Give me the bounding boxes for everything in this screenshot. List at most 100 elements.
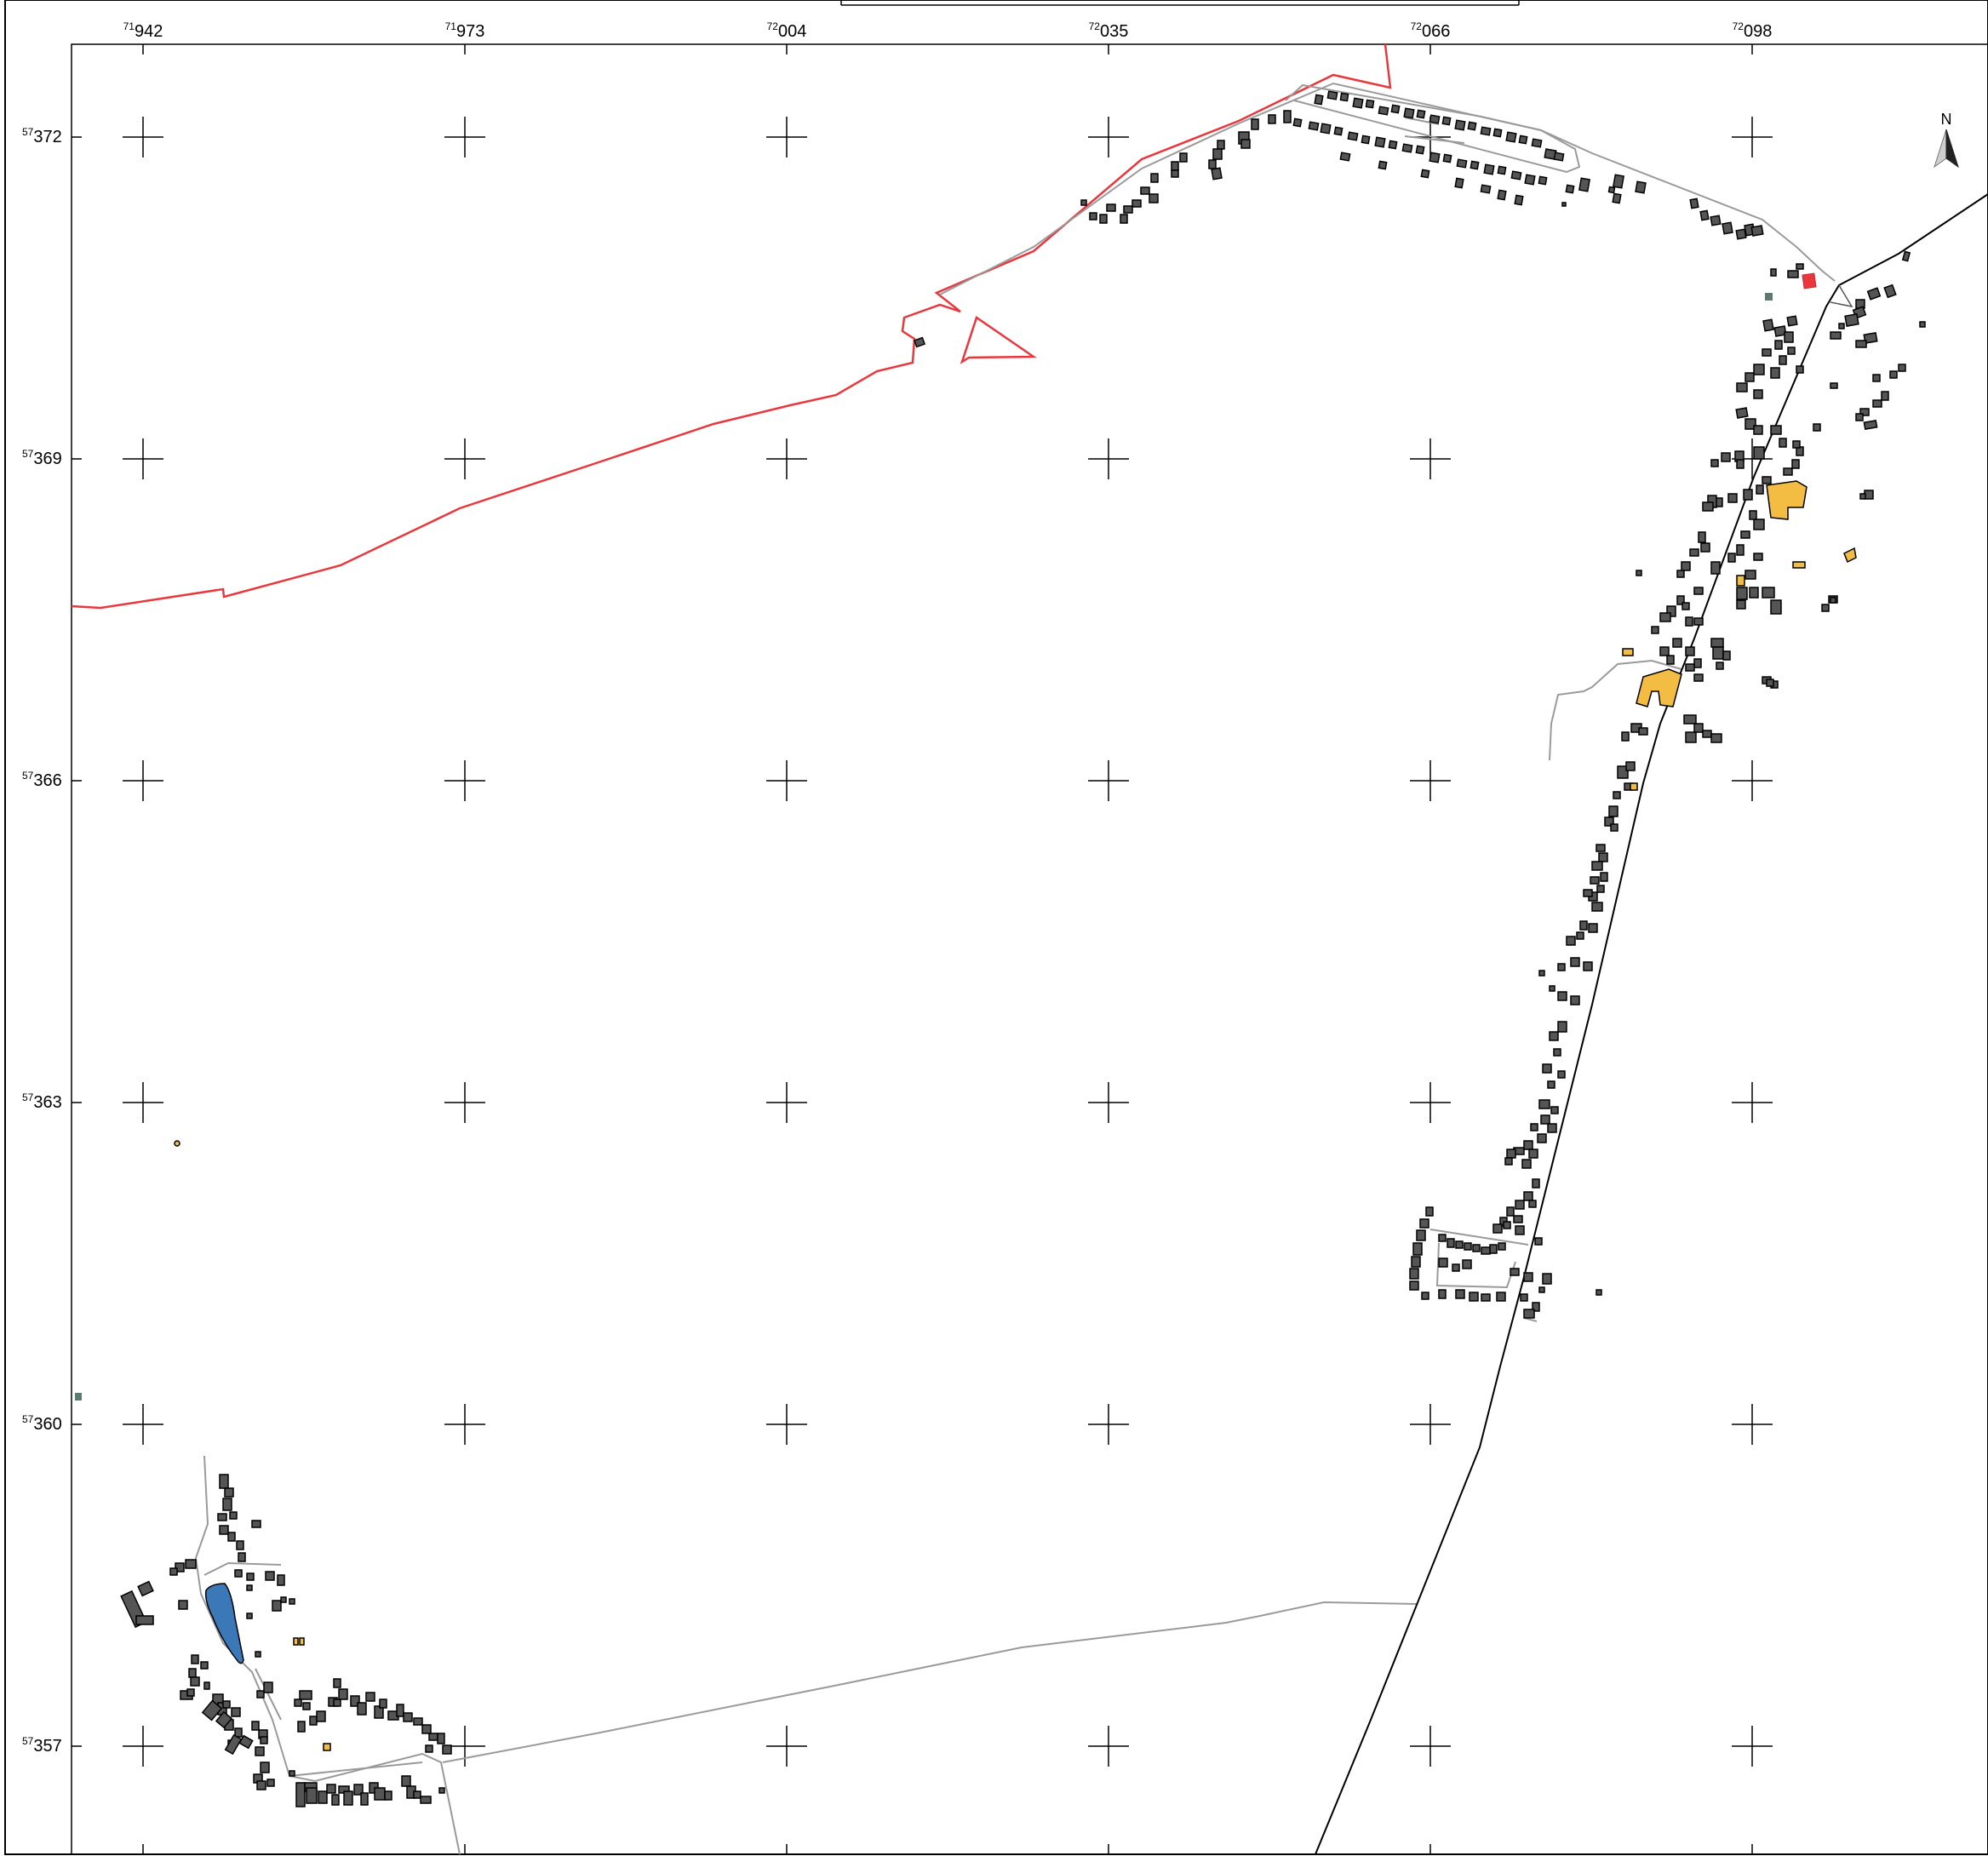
building	[1469, 1292, 1479, 1302]
building	[1542, 1273, 1552, 1285]
building	[1523, 1309, 1535, 1319]
building	[1489, 1244, 1498, 1254]
building	[1374, 136, 1386, 148]
building	[1796, 365, 1804, 374]
building	[316, 1710, 326, 1722]
building	[263, 1681, 273, 1693]
building	[224, 1487, 234, 1498]
building	[1576, 931, 1584, 940]
building	[1419, 1218, 1429, 1229]
building	[1510, 170, 1522, 180]
x-tick-label: 72035	[1089, 20, 1129, 41]
building	[135, 1615, 154, 1625]
building	[251, 1520, 261, 1528]
building	[1762, 587, 1775, 599]
building	[260, 1736, 268, 1744]
building	[1872, 374, 1881, 382]
building	[299, 1690, 312, 1700]
building	[326, 1784, 336, 1794]
building	[374, 1787, 386, 1801]
building	[1481, 1246, 1491, 1255]
building	[294, 1698, 302, 1707]
building	[1570, 957, 1580, 967]
building	[1538, 970, 1545, 977]
building	[1598, 852, 1608, 862]
special-building	[1622, 648, 1634, 656]
building	[1455, 1289, 1465, 1299]
building	[1710, 561, 1721, 575]
building	[1779, 355, 1787, 365]
building	[1685, 663, 1695, 672]
building	[1863, 419, 1878, 431]
building	[1566, 936, 1576, 946]
building	[1727, 553, 1736, 563]
building	[1537, 1133, 1547, 1143]
building	[297, 1721, 306, 1733]
x-tick-label: 72004	[767, 20, 807, 41]
building	[1514, 194, 1524, 206]
building	[1607, 186, 1616, 194]
building	[1570, 995, 1580, 1005]
building	[1480, 184, 1492, 194]
special-building	[1636, 668, 1682, 707]
building	[1452, 1263, 1460, 1272]
building	[1447, 1238, 1455, 1248]
building	[1579, 920, 1588, 931]
building	[1211, 167, 1223, 180]
building	[1659, 612, 1671, 622]
building	[1361, 135, 1371, 145]
building	[1492, 128, 1503, 138]
building	[1745, 372, 1755, 382]
building	[365, 1692, 375, 1702]
building	[1698, 531, 1706, 543]
building	[1326, 90, 1338, 100]
building	[1676, 595, 1685, 605]
building	[1409, 1280, 1419, 1291]
boundary-spur	[960, 316, 1037, 364]
building	[360, 1792, 369, 1806]
building	[1333, 126, 1343, 136]
building	[1467, 121, 1477, 131]
building	[1621, 731, 1630, 742]
y-tick-labels: 57372 57369 57366 57363 57360 57357	[22, 126, 62, 1756]
building	[1863, 331, 1878, 345]
building	[1636, 570, 1642, 576]
building	[318, 1790, 328, 1804]
building	[1538, 1286, 1545, 1293]
building	[1830, 331, 1842, 340]
building	[1635, 180, 1647, 194]
building	[1666, 605, 1676, 617]
building	[1480, 126, 1492, 136]
x-tick-label: 71973	[445, 20, 485, 41]
road-north-spur	[1404, 117, 1465, 144]
building	[1365, 99, 1375, 109]
building	[309, 1716, 318, 1726]
building	[215, 1710, 233, 1729]
building	[1676, 570, 1685, 578]
building	[1689, 198, 1699, 209]
building	[1268, 114, 1276, 124]
building	[379, 1698, 387, 1709]
building	[1481, 1293, 1491, 1302]
building	[1510, 1268, 1520, 1276]
main-road-east-edge	[1830, 284, 1853, 308]
map-frame	[71, 43, 1988, 1855]
building	[1524, 174, 1536, 186]
building	[1745, 418, 1756, 430]
building	[1523, 1272, 1533, 1282]
building	[1743, 489, 1753, 501]
building	[236, 1540, 244, 1550]
building	[246, 1613, 253, 1619]
building	[1716, 662, 1724, 670]
building	[1171, 169, 1179, 178]
building	[1401, 143, 1413, 153]
building	[1596, 885, 1605, 893]
building	[1561, 202, 1567, 207]
road-southeast-block	[1429, 1229, 1538, 1322]
building	[1750, 225, 1764, 237]
building	[1625, 761, 1636, 771]
building	[1753, 446, 1765, 460]
highlighted-building	[1802, 272, 1817, 289]
building	[251, 1721, 260, 1731]
building	[1530, 1123, 1538, 1131]
